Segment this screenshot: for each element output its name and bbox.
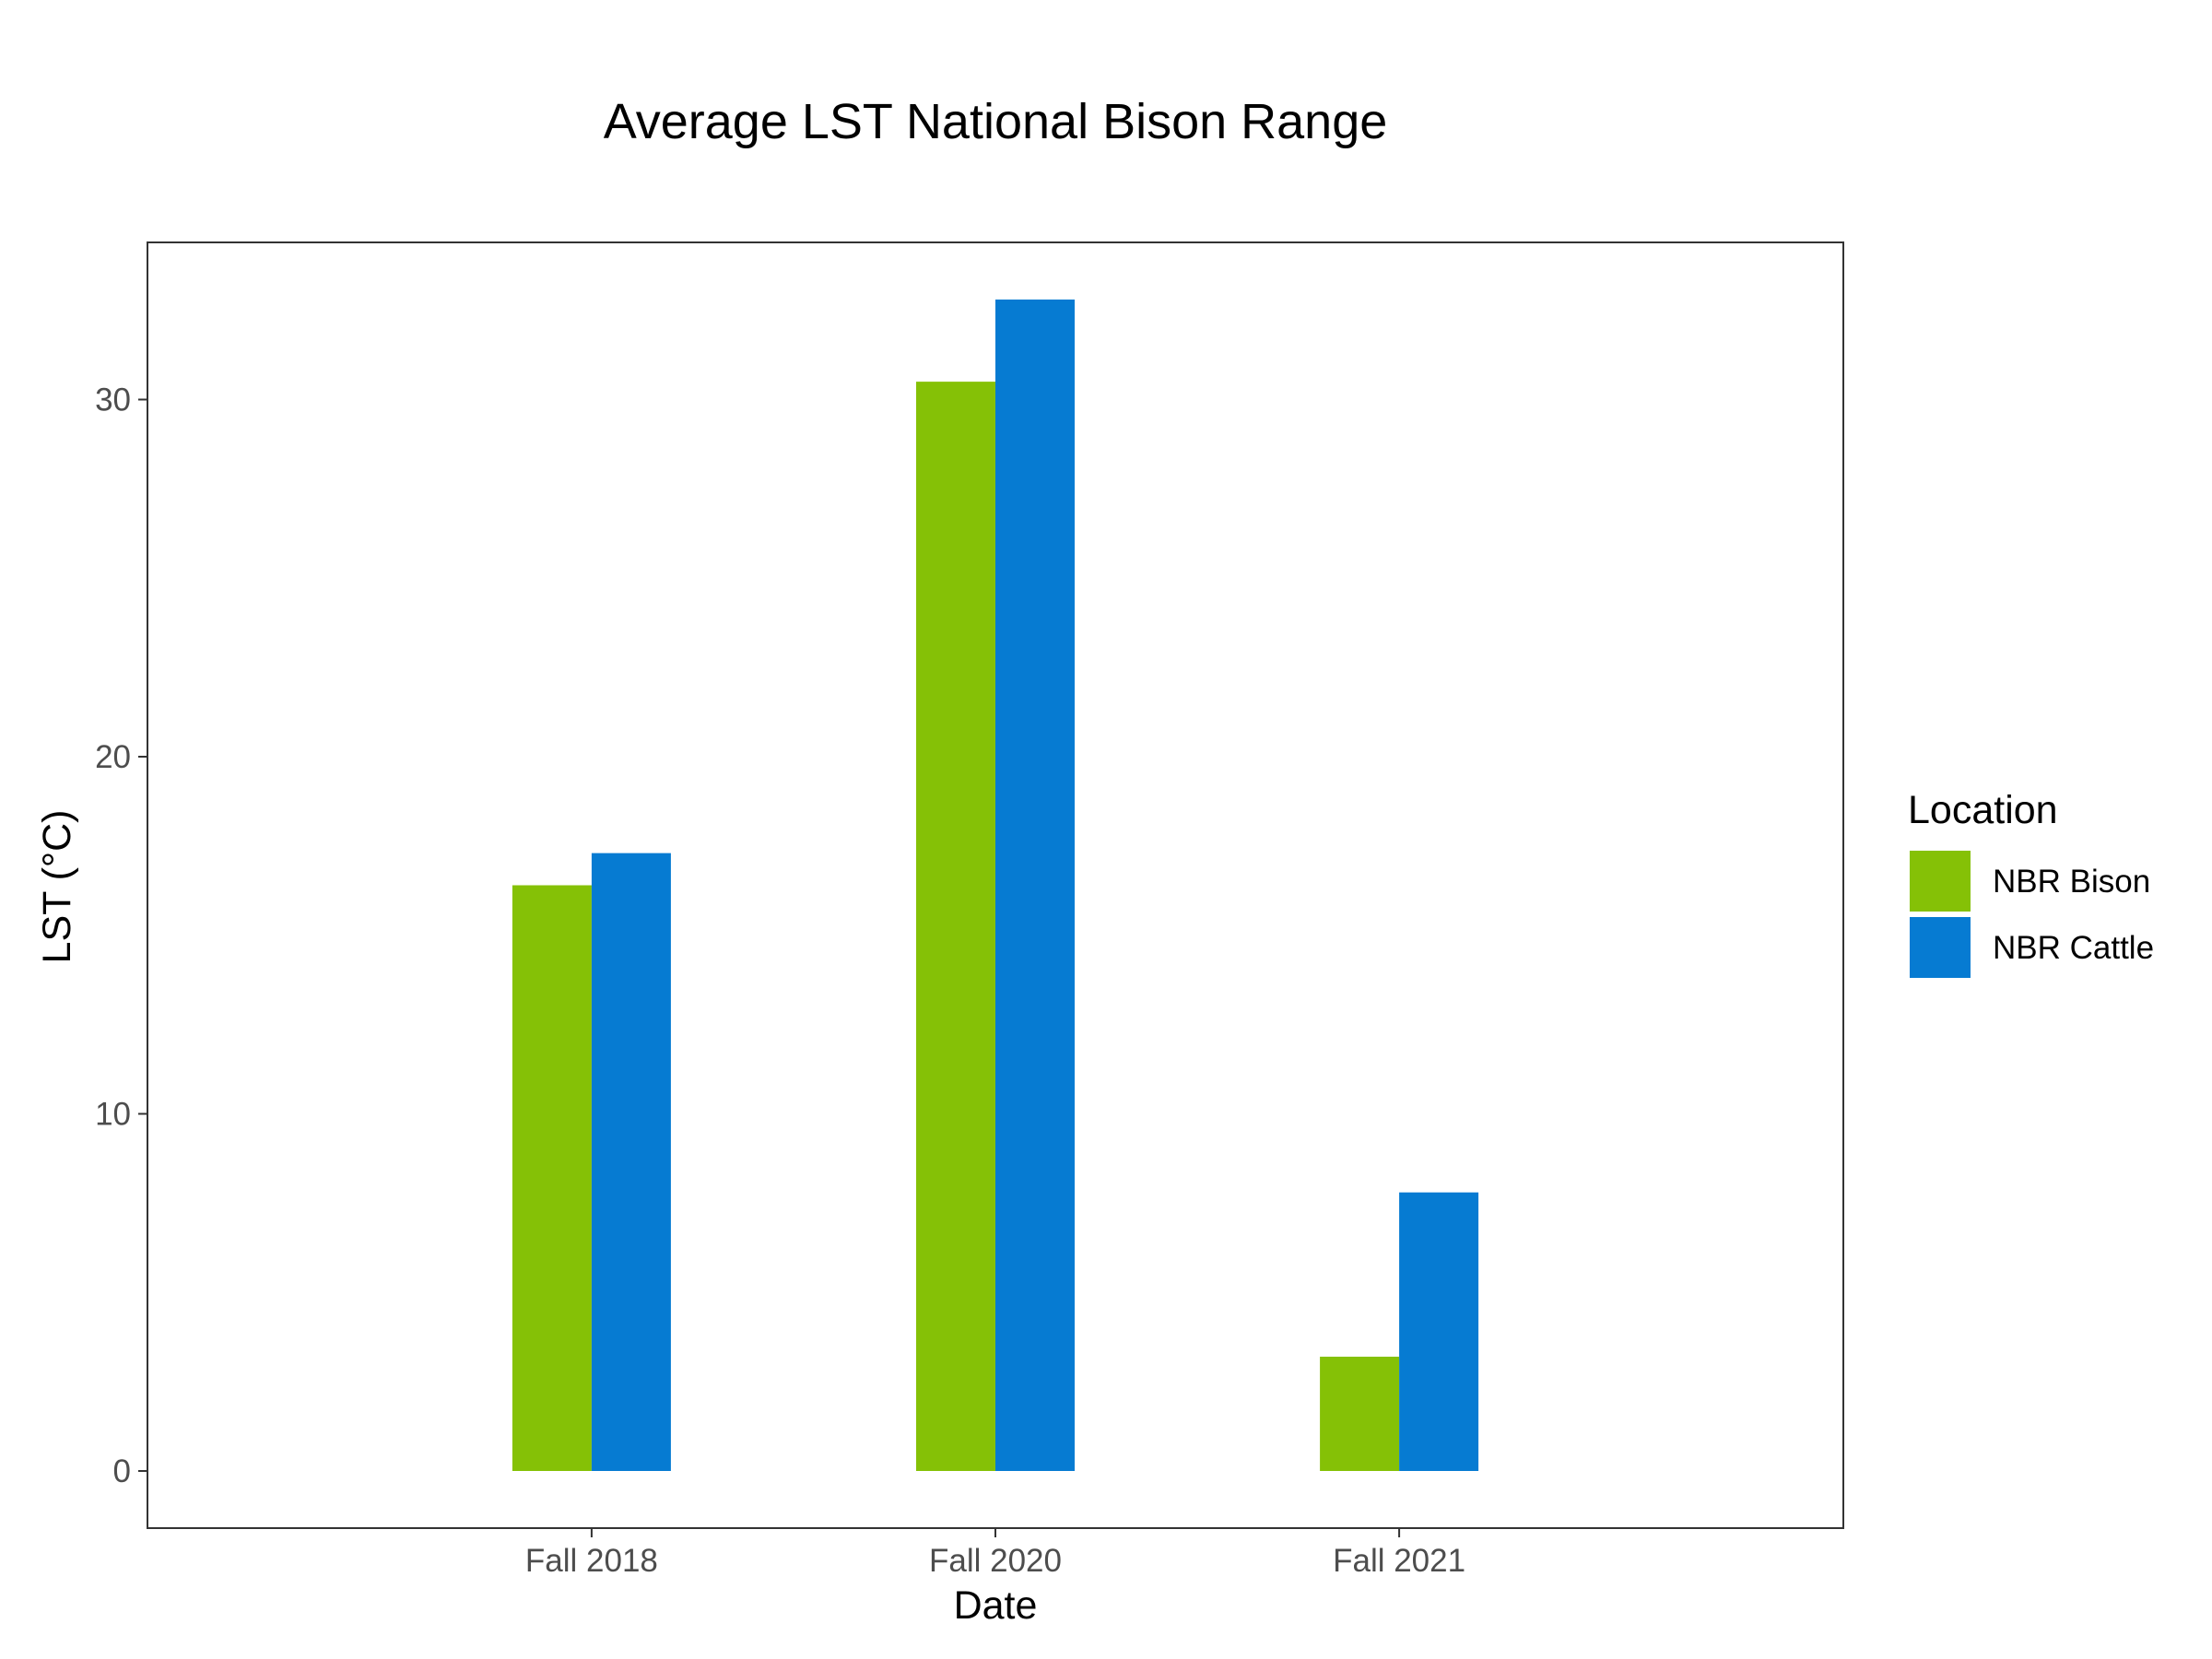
y-tick-label: 30 — [95, 382, 131, 418]
legend: Location NBR Bison NBR Cattle — [1908, 788, 2154, 978]
y-tick-label: 20 — [95, 739, 131, 775]
plot-area — [147, 241, 1844, 1529]
bar-nbr-bison-fall-2021 — [1320, 1357, 1400, 1471]
bar-nbr-cattle-fall-2018 — [591, 853, 671, 1471]
bar-nbr-bison-fall-2020 — [916, 382, 995, 1471]
bar-nbr-bison-fall-2018 — [512, 885, 592, 1471]
x-axis: Fall 2018 Fall 2020 Fall 2021 — [525, 1528, 1465, 1579]
chart-title: Average LST National Bison Range — [604, 94, 1388, 149]
bar-nbr-cattle-fall-2021 — [1399, 1192, 1479, 1471]
legend-title: Location — [1908, 788, 2058, 832]
x-tick-label: Fall 2020 — [929, 1543, 1062, 1579]
legend-swatch-nbr-bison — [1910, 851, 1971, 912]
x-tick-label: Fall 2018 — [525, 1543, 658, 1579]
legend-label-nbr-bison: NBR Bison — [1993, 864, 2150, 900]
legend-label-nbr-cattle: NBR Cattle — [1993, 930, 2154, 966]
legend-swatch-nbr-cattle — [1910, 917, 1971, 978]
y-tick-label: 10 — [95, 1097, 131, 1133]
y-axis-title: LST (°C) — [35, 810, 79, 964]
bar-nbr-cattle-fall-2020 — [995, 300, 1075, 1471]
x-axis-title: Date — [954, 1583, 1038, 1628]
y-axis: 0 10 20 30 — [95, 382, 147, 1489]
y-tick-label: 0 — [113, 1453, 131, 1489]
x-tick-label: Fall 2021 — [1333, 1543, 1465, 1579]
